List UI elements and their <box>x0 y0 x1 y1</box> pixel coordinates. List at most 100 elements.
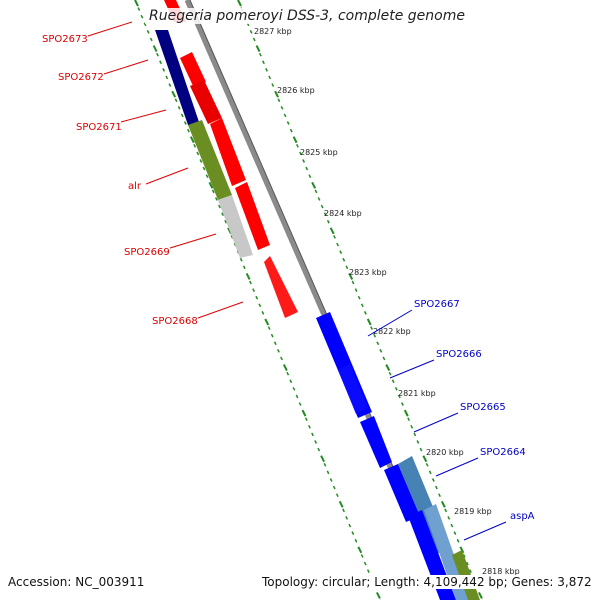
left-gene-label[interactable]: SPO2672 <box>58 72 104 83</box>
inner-tick <box>333 235 336 239</box>
outer-tick <box>211 189 215 194</box>
left-gene-label-layer: SPO2673 SPO2672 SPO2671 alr SPO2669 SPO2668 <box>42 21 244 327</box>
inner-tick <box>342 257 346 262</box>
outer-tick <box>180 113 184 118</box>
inner-tick <box>274 90 279 98</box>
outer-tick <box>286 371 290 376</box>
gene-forward-5[interactable] <box>235 182 270 250</box>
inner-tick <box>428 470 432 475</box>
inner-tick <box>403 409 409 417</box>
accession-text: Accession: NC_003911 <box>8 575 145 589</box>
inner-tick <box>292 136 298 144</box>
inner-tick <box>373 333 377 338</box>
right-gene-label[interactable]: SPO2666 <box>436 349 482 360</box>
gene-SPO2669[interactable] <box>218 195 253 258</box>
inner-tick <box>277 98 281 103</box>
left-gene-pointer <box>145 167 189 185</box>
left-gene-pointer <box>87 21 133 37</box>
inner-tick <box>422 455 428 463</box>
inner-tick <box>438 493 441 498</box>
left-gene-label[interactable]: SPO2669 <box>124 247 170 258</box>
right-gene-label[interactable]: aspA <box>510 511 535 522</box>
outer-tick <box>199 159 203 163</box>
inner-tick <box>425 462 429 467</box>
right-gene-label[interactable]: SPO2665 <box>460 402 506 413</box>
inner-tick <box>366 318 372 326</box>
inner-tick <box>370 326 373 330</box>
inner-tick <box>336 242 340 247</box>
outer-tick <box>174 98 178 103</box>
tick-label: 2827 kbp <box>254 27 292 36</box>
inner-tick <box>302 159 306 163</box>
outer-tick <box>376 591 381 599</box>
inner-tick <box>326 219 330 224</box>
outer-tick <box>230 235 234 239</box>
outer-tick <box>317 447 321 452</box>
outer-tick <box>187 128 190 133</box>
outer-tick <box>193 143 197 148</box>
outer-tick <box>360 554 364 558</box>
gene-SPO2672[interactable] <box>155 30 200 125</box>
inner-tick <box>308 174 312 179</box>
right-gene-label[interactable]: SPO2664 <box>480 447 526 458</box>
outer-tick <box>366 569 370 573</box>
outer-tick <box>168 83 172 87</box>
outer-tick <box>245 272 251 280</box>
gene-forward-6[interactable] <box>264 256 298 318</box>
left-gene-label[interactable]: SPO2668 <box>152 316 198 327</box>
inner-tick <box>351 280 355 285</box>
outer-tick <box>295 394 299 399</box>
gene-SPO2666-shape[interactable] <box>338 364 368 414</box>
outer-tick <box>298 402 302 406</box>
inner-tick <box>435 485 438 490</box>
outer-tick <box>143 22 147 27</box>
gene-forward-2[interactable] <box>180 52 206 88</box>
gene-SPO2664-shape[interactable] <box>384 464 420 522</box>
left-gene-label[interactable]: SPO2671 <box>76 122 122 133</box>
inner-tick <box>413 432 417 437</box>
gene-SPO2665-shape[interactable] <box>360 416 392 468</box>
inner-tick <box>447 516 451 520</box>
outer-tick <box>183 121 187 125</box>
inner-tick <box>360 303 364 308</box>
inner-tick <box>280 105 284 110</box>
inner-tick <box>348 272 354 280</box>
outer-tick <box>152 45 158 53</box>
outer-tick <box>276 349 280 353</box>
right-gene-pointer <box>389 359 435 379</box>
inner-tick <box>286 121 290 125</box>
inner-tick <box>456 538 460 543</box>
tick-label: 2822 kbp <box>373 327 411 336</box>
outer-tick <box>249 280 252 285</box>
gene-forward-3[interactable] <box>190 80 222 124</box>
left-gene-label[interactable]: SPO2673 <box>42 34 88 45</box>
inner-tick <box>268 75 272 80</box>
outer-tick <box>314 440 318 444</box>
outer-tick <box>162 68 166 72</box>
gene-alr[interactable] <box>188 120 232 200</box>
tick-label: 2820 kbp <box>426 448 464 457</box>
inner-tick <box>388 371 392 376</box>
inner-tick <box>382 356 386 361</box>
inner-tick <box>357 295 361 300</box>
inner-tick <box>262 60 265 65</box>
outer-tick <box>273 341 277 346</box>
left-gene-label[interactable]: alr <box>128 181 142 192</box>
outer-tick <box>282 364 288 372</box>
outer-tick <box>363 561 367 566</box>
inner-tick <box>255 45 261 53</box>
inner-tick <box>320 204 324 209</box>
left-gene-pointer <box>103 59 149 75</box>
outer-tick <box>137 7 141 11</box>
inner-tick <box>478 591 483 599</box>
gene-forward-4[interactable] <box>210 118 246 186</box>
tick-label: 2821 kbp <box>398 389 436 398</box>
right-gene-pointer <box>413 412 459 433</box>
genome-summary-text: Topology: circular; Length: 4,109,442 bp… <box>262 575 592 589</box>
inner-tick <box>314 189 318 194</box>
outer-tick <box>301 409 307 417</box>
inner-tick <box>258 52 262 57</box>
genome-title: Ruegeria pomeroyi DSS-3, complete genome <box>145 8 469 24</box>
right-gene-label[interactable]: SPO2667 <box>414 299 460 310</box>
